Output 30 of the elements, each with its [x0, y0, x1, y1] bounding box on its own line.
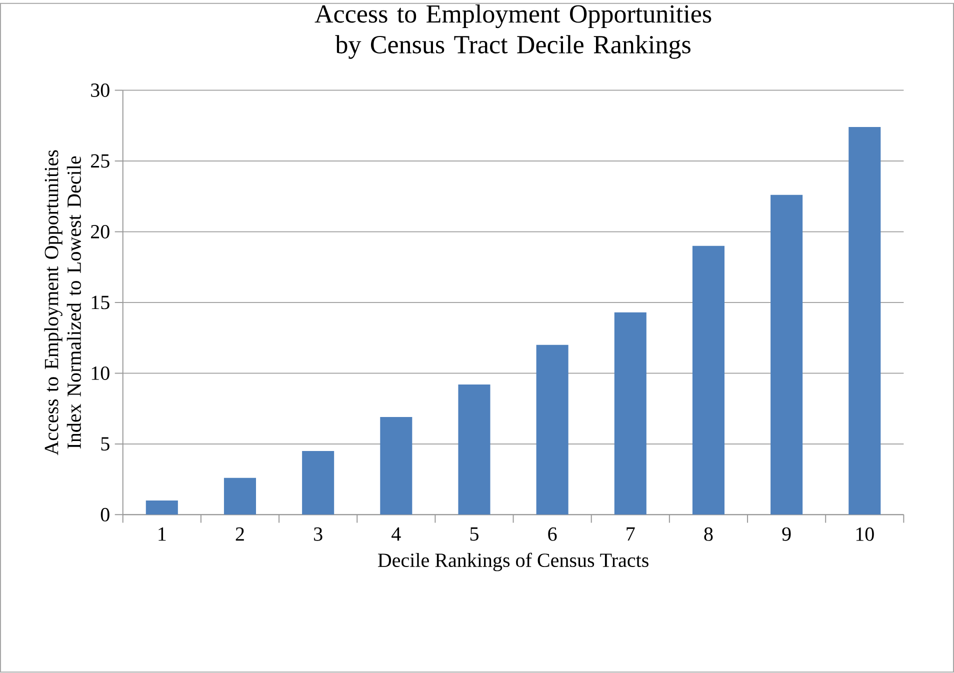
x-axis-title: Decile Rankings of Census Tracts: [378, 552, 648, 572]
y-tick-label: 20: [91, 225, 110, 239]
bar: [380, 417, 412, 515]
bar: [614, 312, 646, 515]
chart-title: Access to Employment Opportunities by Census Tract Decile Rankings: [314, 4, 712, 59]
x-tick-label: 7: [626, 528, 635, 541]
bar: [770, 195, 803, 515]
bar: [146, 500, 178, 515]
x-tick-label: 6: [548, 528, 557, 542]
x-tick-label: 2: [236, 528, 244, 541]
bar: [848, 127, 881, 515]
bar: [458, 384, 490, 515]
y-tick-label: 10: [92, 366, 110, 380]
bar: [302, 451, 334, 515]
y-tick-label: 15: [92, 296, 110, 310]
x-tick-label: 8: [704, 528, 713, 542]
y-axis-title: Access to Employment Opportunities Index Normalized to Lowest Decile: [44, 150, 81, 456]
x-tick-label: 10: [856, 528, 874, 542]
x-tick-label: 4: [392, 528, 401, 541]
bar: [692, 246, 724, 515]
bar: [536, 345, 568, 515]
x-tick-label: 1: [158, 528, 166, 541]
y-tick-label: 5: [101, 437, 110, 451]
x-tick-label: 9: [782, 528, 791, 542]
bar: [224, 478, 256, 515]
x-tick-label: 3: [314, 528, 322, 542]
x-tick-label: 5: [470, 528, 478, 541]
y-tick-label: 30: [91, 84, 110, 98]
y-tick-label: 0: [100, 508, 110, 522]
y-tick-label: 25: [91, 154, 110, 168]
